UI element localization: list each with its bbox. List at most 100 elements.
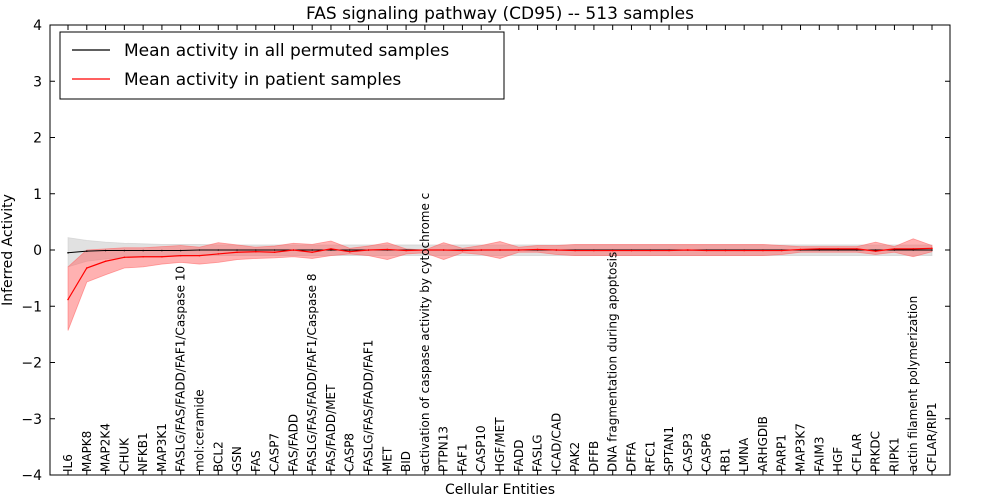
series-2-point (818, 248, 821, 250)
series-2-point (574, 249, 576, 252)
x-tick-label: DFFA (624, 441, 638, 472)
series-2-point (386, 248, 389, 251)
series-1-point (893, 249, 896, 251)
series-2-point (424, 249, 426, 251)
series-2-point (104, 260, 107, 263)
series-2-point (179, 254, 182, 257)
x-tick-label: SPTAN1 (662, 426, 676, 472)
series-1-point (931, 249, 933, 251)
x-tick-label: HGF/MET (493, 417, 507, 472)
x-tick-label: MAPK8 (80, 431, 94, 472)
x-tick-label: ICAD/CAD (549, 413, 563, 472)
series-2-point (593, 249, 595, 252)
y-tick-label: −1 (21, 299, 42, 315)
series-2-band (67, 238, 933, 331)
x-tick-label: CFLAR (850, 433, 864, 472)
series-2-point (555, 249, 558, 251)
series-1-point (123, 249, 126, 252)
x-tick-label: activation of caspase activity by cytoch… (418, 193, 432, 472)
x-tick-label: FASLG/FAS/FADD/FAF1 (362, 340, 376, 472)
series-1-point (818, 249, 821, 251)
series-1-point (856, 249, 858, 251)
series-1-point (912, 249, 915, 251)
series-2-point (255, 250, 257, 253)
chart-title: FAS signaling pathway (CD95) -- 513 samp… (306, 4, 694, 24)
x-tick-label: MAP3K1 (155, 423, 169, 472)
series-1-point (874, 249, 877, 251)
x-tick-label: RIPK1 (887, 437, 901, 472)
series-2-point (837, 248, 839, 250)
y-tick-label: 1 (33, 187, 42, 203)
x-tick-label: RFC1 (643, 441, 657, 472)
x-tick-label: PRKDC (869, 431, 883, 472)
x-tick-label: CASP7 (268, 433, 282, 472)
series-2-point (367, 249, 370, 251)
series-2-point (161, 255, 163, 258)
x-tick-label: actin filament polymerization (906, 296, 920, 472)
x-tick-label: MAP3K7 (794, 423, 808, 472)
series-1-point (348, 249, 351, 251)
x-tick-label: FAS/FADD/MET (324, 384, 338, 472)
x-tick-label: FAS/FADD (286, 414, 300, 472)
x-tick-label: CASP3 (681, 433, 695, 472)
x-tick-label: FAF1 (455, 443, 469, 472)
series-2-point (893, 248, 896, 250)
series-2-point (217, 253, 220, 255)
series-2-point (311, 251, 313, 254)
series-2-point (198, 254, 201, 257)
x-tick-label: GSN (230, 446, 244, 472)
x-tick-label: MAP2K4 (99, 423, 113, 472)
y-tick-label: −2 (21, 356, 42, 372)
series-1-point (236, 249, 238, 251)
plot-area: −4 −3 −2 −1 0 1 2 3 4 IL6 MAPK8 MAP2K4 CHUK NFKB1 MAP3… (21, 18, 950, 484)
x-tick-label: CASP8 (343, 433, 357, 472)
series-1-point (104, 249, 107, 252)
series-2-point (499, 249, 501, 251)
x-tick-label: DFFB (587, 441, 601, 472)
series-2-point (536, 248, 539, 251)
series-1-point (142, 249, 144, 252)
x-tick-label: FASLG (531, 434, 545, 472)
y-tick-label: 4 (33, 18, 42, 34)
series-1-point (273, 249, 276, 251)
series-2-point (461, 249, 464, 252)
legend-entry: Mean activity in patient samples (124, 70, 401, 90)
series-2-point (874, 250, 877, 252)
x-tick-label: FADD (512, 439, 526, 472)
series-1-point (179, 249, 182, 252)
x-tick-label: ARHGDIB (756, 416, 770, 472)
series-2-point (630, 249, 633, 252)
x-tick-label: FASLG/FAS/FADD/FAF1/Caspase 8 (305, 273, 319, 472)
series-2-point (236, 251, 238, 254)
series-1-point (198, 249, 201, 251)
series-1-point (311, 249, 313, 251)
series-2-point (931, 247, 933, 250)
series-1-point (255, 249, 257, 251)
series-1-point (217, 249, 220, 251)
plot-frame (49, 24, 951, 476)
legend: Mean activity in all permuted samples Mea… (59, 31, 505, 100)
x-tick-label: PARP1 (775, 434, 789, 472)
x-tick-label: DNA fragmentation during apoptosis (606, 252, 620, 472)
x-tick-label: CASP6 (700, 433, 714, 472)
series-2-point (799, 248, 802, 251)
series-2-point (442, 249, 445, 251)
y-tick-label: 3 (33, 74, 42, 90)
series-1-point (161, 249, 163, 252)
series-1-point (67, 252, 69, 254)
x-axis-label: Cellular Entities (445, 482, 555, 498)
series-2-point (762, 249, 764, 252)
x-tick-label: MET (380, 446, 394, 472)
x-tick-label: BCL2 (211, 441, 225, 472)
series-2-point (912, 248, 915, 250)
series-2-point (85, 267, 88, 269)
x-tick-label: NFKB1 (136, 432, 150, 472)
x-tick-label: FAS (249, 450, 263, 472)
series-2-point (517, 249, 520, 251)
x-tick-label: IL6 (61, 454, 75, 472)
x-tick-label: mol:ceramide (192, 389, 206, 472)
x-tick-label: LMNA (737, 437, 751, 472)
x-tick-label: CASP10 (474, 425, 488, 472)
series-1-point (837, 249, 839, 251)
